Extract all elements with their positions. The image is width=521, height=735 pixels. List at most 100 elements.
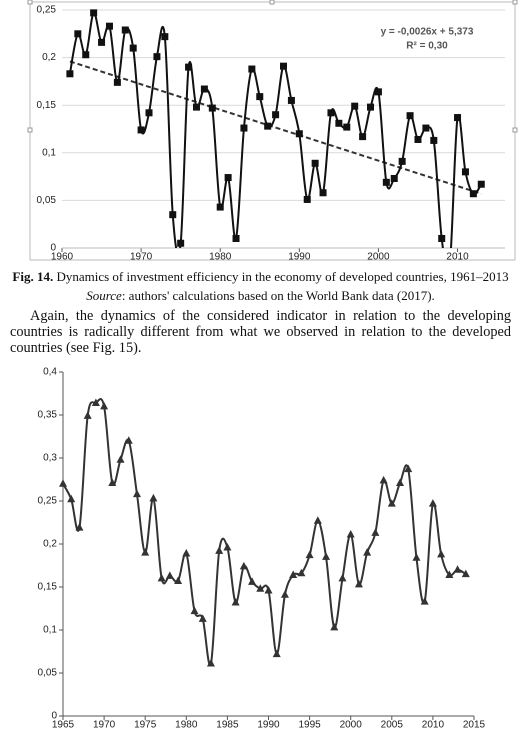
marker (182, 548, 191, 557)
marker (437, 549, 446, 558)
x-tick-label: 1980 (175, 720, 198, 731)
marker (477, 180, 485, 188)
marker (113, 78, 121, 86)
marker (438, 234, 446, 242)
x-tick-label: 1990 (288, 252, 311, 263)
x-tick-label: 2010 (446, 252, 469, 263)
marker (149, 493, 158, 502)
marker (422, 124, 430, 132)
marker (367, 103, 375, 111)
x-tick-label: 1960 (51, 252, 74, 263)
marker (387, 499, 396, 507)
caption-label: Fig. 14. (12, 269, 54, 284)
y-tick-label: 0,05 (38, 668, 58, 679)
x-tick-label: 1980 (209, 252, 232, 263)
marker (327, 109, 335, 117)
marker (74, 30, 82, 38)
annotation: y = -0,0026x + 5,373 (381, 27, 474, 38)
marker (379, 475, 388, 484)
marker (185, 63, 193, 71)
marker (297, 568, 306, 577)
y-tick-label: 0 (51, 711, 57, 722)
marker (223, 542, 232, 551)
annotation: R² = 0,30 (406, 41, 448, 52)
x-tick-label: 1965 (52, 720, 75, 731)
marker (121, 26, 129, 34)
marker (343, 123, 351, 131)
marker (198, 614, 207, 622)
marker (248, 65, 256, 73)
marker (98, 38, 106, 46)
marker (404, 464, 413, 473)
marker (338, 573, 347, 582)
y-tick-label: 0,1 (43, 625, 57, 636)
handle (269, 0, 275, 5)
y-tick-label: 0,3 (43, 453, 57, 464)
marker (157, 573, 166, 582)
marker (346, 530, 355, 538)
marker (190, 606, 199, 615)
marker (398, 157, 406, 165)
y-tick-label: 0,15 (38, 582, 58, 593)
marker (200, 85, 208, 93)
marker (91, 398, 100, 406)
y-tick-label: 0,05 (37, 195, 57, 206)
marker (264, 122, 272, 130)
plot (59, 398, 470, 667)
marker (420, 597, 429, 605)
marker (108, 478, 117, 486)
marker (82, 51, 90, 59)
source-label: Source (86, 288, 122, 303)
marker (272, 649, 281, 658)
marker (66, 70, 74, 78)
marker (169, 211, 177, 219)
marker (141, 548, 150, 556)
x-tick-label: 1995 (298, 720, 321, 731)
marker (116, 455, 125, 463)
marker (231, 597, 240, 606)
marker (206, 659, 215, 667)
handle (27, 127, 33, 133)
trendline (69, 60, 482, 195)
handle (512, 127, 518, 133)
marker (165, 571, 174, 579)
marker (145, 109, 153, 117)
y-tick-label: 0,25 (37, 5, 57, 16)
marker (354, 579, 363, 588)
marker (239, 561, 248, 570)
marker (287, 96, 295, 104)
marker (132, 489, 141, 498)
x-tick-label: 1970 (93, 720, 116, 731)
marker (232, 234, 240, 242)
marker (414, 135, 422, 143)
y-tick-label: 0,2 (43, 539, 57, 550)
marker (67, 494, 76, 503)
marker (428, 499, 437, 507)
marker (330, 622, 339, 631)
chart: 0 0,05 0,1 0,15 0,2 0,25 0,3 0,35 0,4 1965 1970 197… (38, 367, 486, 731)
x-tick-label: 2005 (381, 720, 404, 731)
y-tick-label: 0 (50, 243, 56, 254)
marker (390, 175, 398, 183)
series-line (62, 398, 467, 667)
marker (124, 436, 133, 444)
marker (461, 569, 470, 578)
source-text: : authors' calculations based on the Wor… (121, 288, 435, 303)
plot (66, 9, 485, 248)
marker (303, 195, 311, 203)
x-tick-label: 1975 (134, 720, 157, 731)
caption-text: Dynamics of investment efficiency in the… (56, 269, 509, 284)
marker (469, 190, 477, 198)
marker (216, 203, 224, 211)
marker (374, 88, 382, 96)
marker (100, 401, 109, 410)
chart: 0 0,05 0,1 0,15 0,2 0,25 1960 1970 1980 1990 2000 2… (27, 0, 518, 263)
y-tick-label: 0,15 (37, 100, 57, 111)
marker (305, 550, 314, 559)
marker (90, 9, 98, 17)
y-tick-label: 0,35 (38, 410, 58, 421)
marker (453, 565, 462, 573)
marker (248, 577, 257, 585)
marker (363, 548, 372, 556)
source-line: Source: authors' calculations based on t… (10, 288, 511, 304)
